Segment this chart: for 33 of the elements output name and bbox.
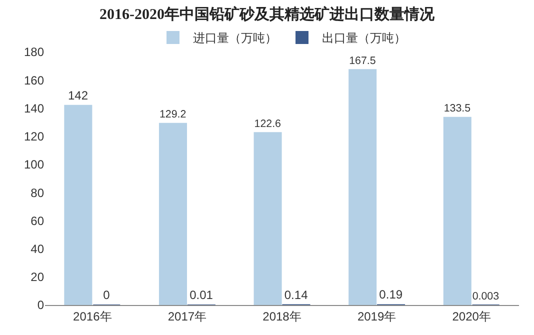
legend-label: 出口量（万吨） (322, 31, 406, 46)
x-tick-label: 2019年 (357, 309, 396, 324)
data-label: 133.5 (444, 102, 471, 115)
x-tick-label: 2017年 (168, 309, 207, 324)
bar (254, 132, 282, 305)
legend-label: 进口量（万吨） (193, 31, 277, 46)
x-tick-label: 2016年 (73, 309, 112, 324)
data-label: 122.6 (254, 118, 282, 130)
data-label: 0.19 (379, 288, 403, 302)
bar (348, 69, 377, 305)
y-tick-label: 20 (30, 270, 44, 284)
data-label: 142 (68, 88, 88, 102)
bar (443, 116, 472, 305)
y-tick-label: 0 (37, 298, 44, 312)
data-label: 0.01 (190, 288, 214, 302)
data-label: 0.003 (472, 290, 500, 302)
y-tick-label: 80 (30, 186, 44, 200)
chart-title: 2016-2020年中国铅矿砂及其精选矿进出口数量情况 (100, 4, 436, 23)
data-label: 0.14 (284, 288, 308, 302)
y-tick-label: 120 (24, 130, 44, 144)
y-tick-label: 160 (24, 73, 44, 88)
y-tick-label: 140 (24, 101, 44, 116)
data-label: 0 (103, 288, 110, 302)
bar (158, 122, 187, 305)
y-tick-label: 60 (30, 214, 44, 228)
x-tick-label: 2020年 (452, 309, 491, 324)
y-tick-label: 180 (24, 45, 44, 60)
data-label: 167.5 (349, 54, 376, 67)
y-tick-label: 40 (30, 242, 44, 256)
y-tick-label: 100 (24, 158, 44, 172)
data-label: 129.2 (159, 108, 186, 121)
x-tick-label: 2018年 (262, 309, 302, 324)
bar (64, 104, 92, 305)
